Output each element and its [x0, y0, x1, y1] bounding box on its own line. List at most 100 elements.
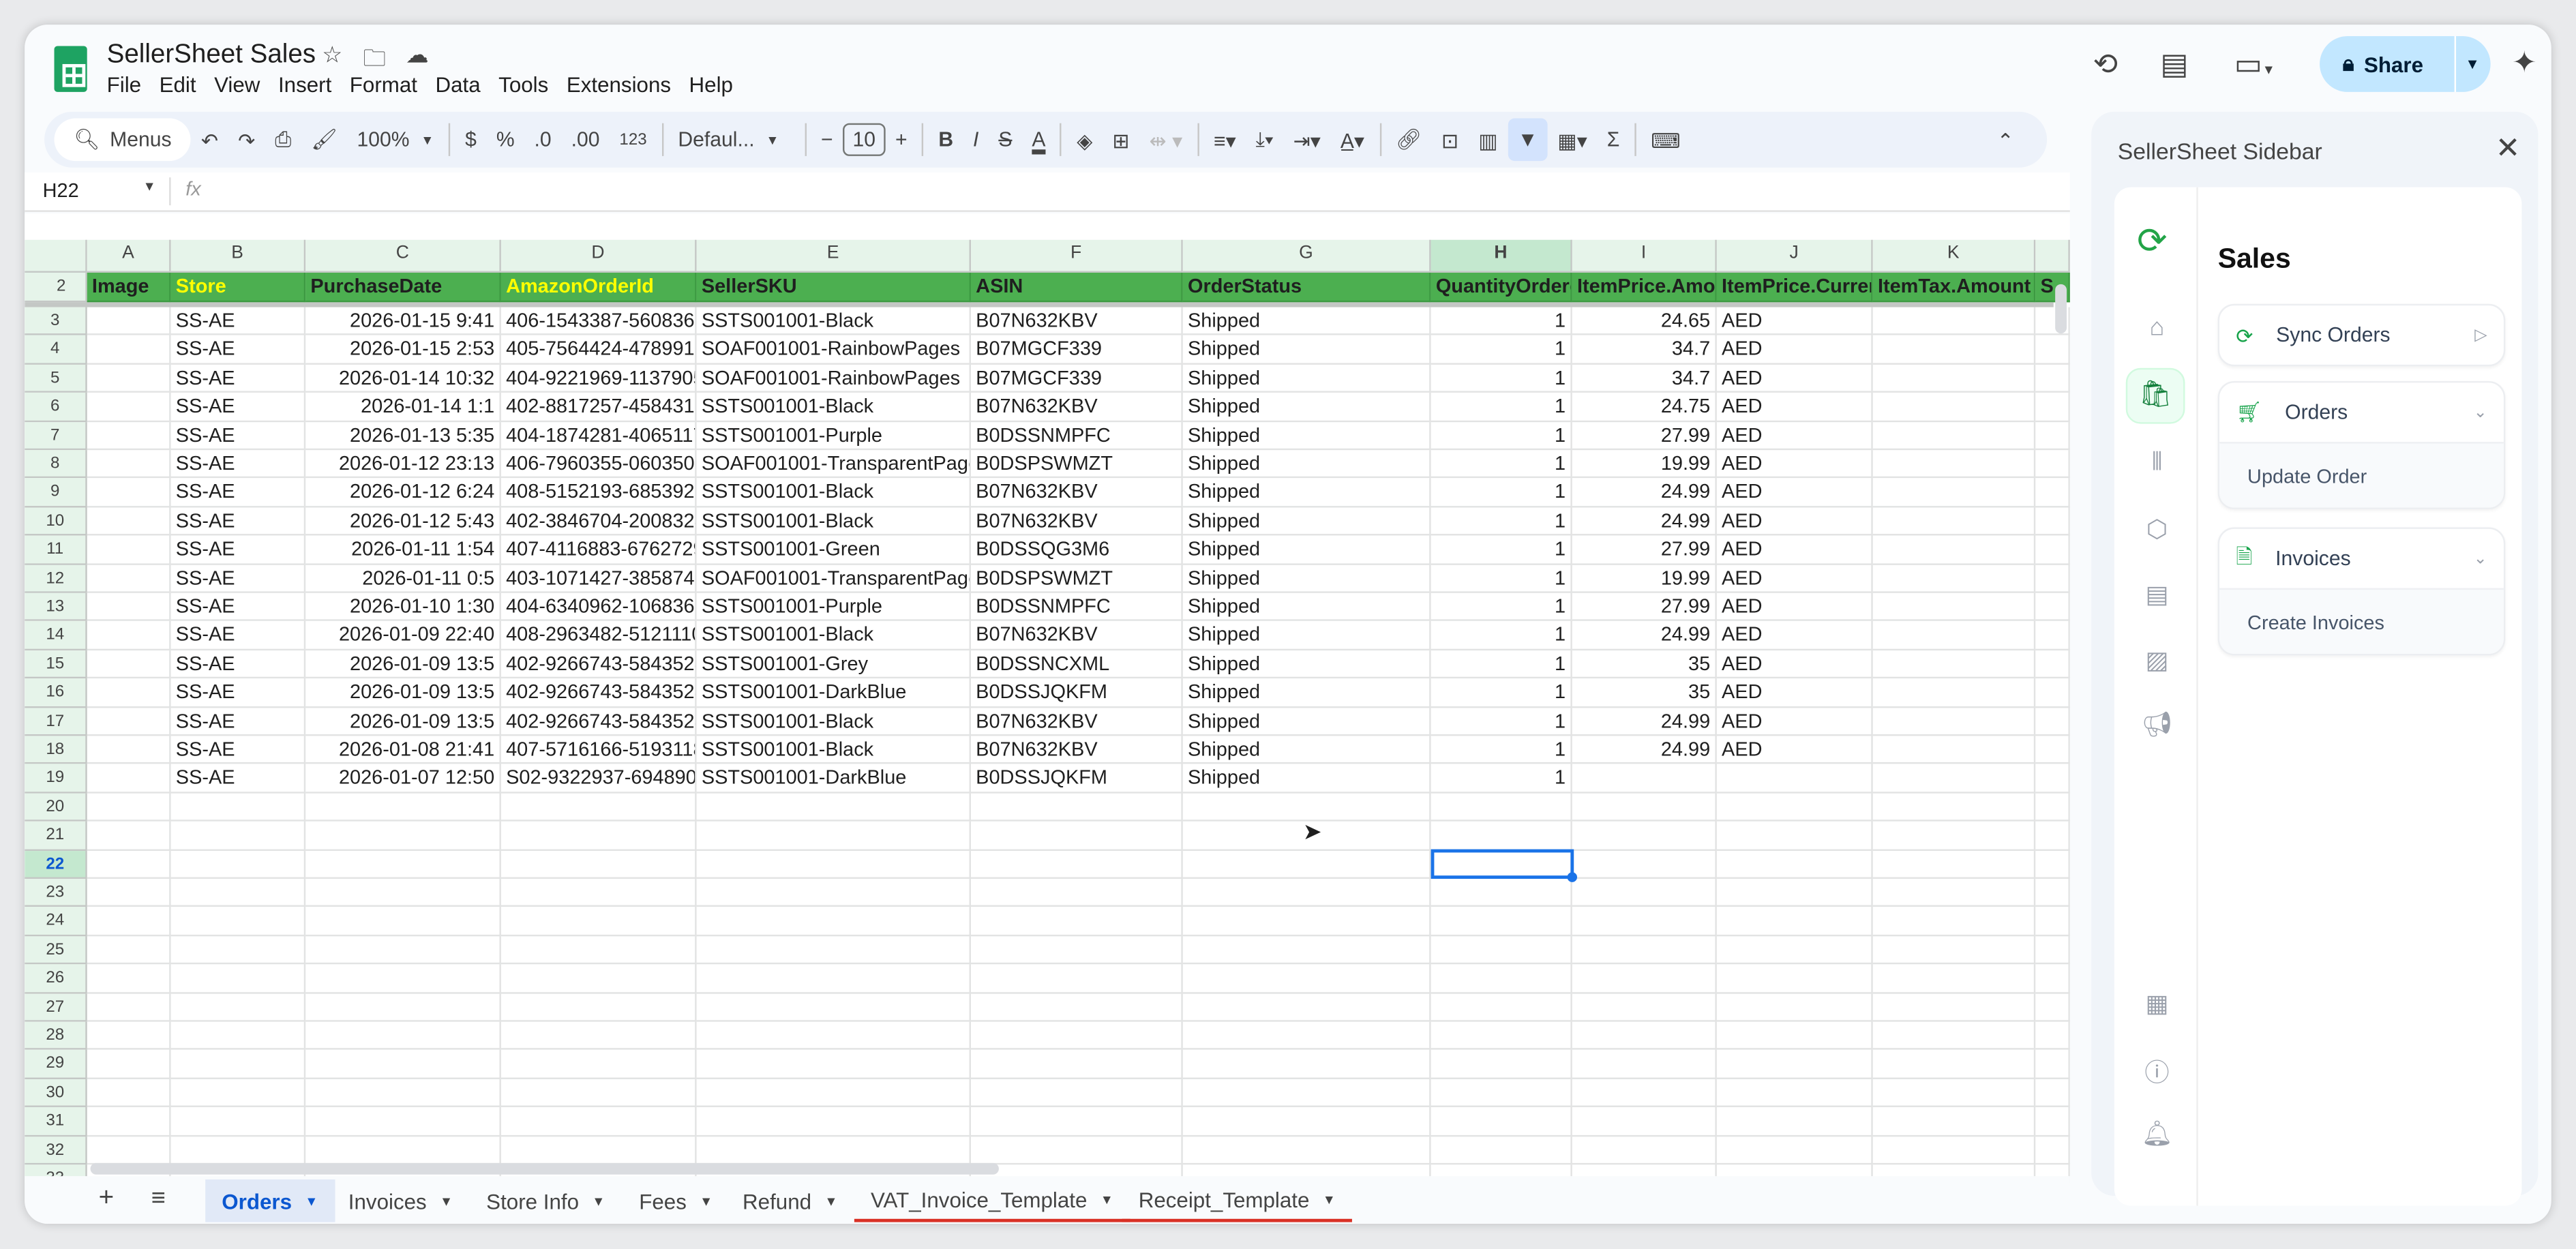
empty-cell[interactable]	[87, 993, 171, 1022]
table-cell[interactable]: 1	[1431, 479, 1572, 507]
empty-cell[interactable]	[1183, 1164, 1431, 1183]
table-cell[interactable]: AED	[1716, 479, 1873, 507]
empty-cell[interactable]	[170, 993, 306, 1022]
table-cell[interactable]: SOAF001001-TransparentPages	[696, 564, 971, 593]
table-cell[interactable]: SS-AE	[170, 507, 306, 536]
table-cell[interactable]: 405-7564424-4789912	[500, 335, 697, 365]
empty-cell[interactable]	[1572, 1079, 1717, 1108]
header-cell-itemprice-amount[interactable]: ItemPrice.Amount	[1572, 272, 1717, 303]
table-cell[interactable]: Shipped	[1182, 450, 1431, 479]
empty-cell[interactable]	[1716, 1136, 1873, 1165]
table-cell[interactable]	[1872, 450, 2036, 479]
table-cell[interactable]: SS-AE	[170, 421, 306, 451]
table-cell[interactable]: 406-7960355-0603507	[500, 450, 697, 479]
borders-icon[interactable]: ⊞	[1112, 129, 1130, 152]
empty-cell[interactable]	[1716, 850, 1873, 879]
table-cell[interactable]: 2026-01-09 13:5	[305, 650, 501, 679]
table-cell[interactable]: 2026-01-14 10:32	[305, 364, 501, 393]
empty-cell[interactable]	[970, 1050, 1183, 1079]
table-cell[interactable]	[87, 450, 171, 479]
table-cell[interactable]	[87, 592, 171, 622]
table-cell[interactable]	[87, 564, 171, 593]
table-cell[interactable]: AED	[1716, 307, 1873, 336]
redo-icon[interactable]: ↷	[238, 129, 256, 152]
table-cell[interactable]: Shipped	[1182, 335, 1431, 365]
font-size-input[interactable]: 10	[843, 123, 886, 156]
table-cell[interactable]	[87, 621, 171, 650]
table-cell[interactable]: B0DSSJQKFM	[970, 678, 1183, 708]
tab-menu-icon[interactable]: ▼	[1100, 1192, 1113, 1207]
header-cell-image[interactable]: Image	[87, 272, 171, 303]
update-order-button[interactable]: Update Order	[2219, 442, 2504, 508]
table-cell[interactable]: B0DSSNMPFC	[970, 421, 1183, 451]
empty-cell[interactable]	[970, 1136, 1183, 1165]
empty-cell[interactable]	[500, 907, 697, 936]
empty-cell[interactable]	[970, 793, 1183, 822]
empty-cell[interactable]	[1872, 1079, 2036, 1108]
table-cell[interactable]	[87, 393, 171, 422]
fill-color-icon[interactable]: ◈	[1077, 129, 1093, 152]
close-icon[interactable]: ✕	[2495, 131, 2521, 164]
table-cell[interactable]: 1	[1431, 764, 1572, 794]
row-header-20[interactable]: 20	[25, 793, 87, 822]
chart-icon[interactable]: ▥	[1478, 129, 1498, 152]
empty-cell[interactable]	[1431, 935, 1572, 965]
empty-cell[interactable]	[2035, 564, 2070, 593]
empty-cell[interactable]	[1431, 1021, 1572, 1051]
empty-cell[interactable]	[1716, 964, 1873, 993]
table-cell[interactable]: Shipped	[1182, 650, 1431, 679]
table-cell[interactable]: 1	[1431, 393, 1572, 422]
table-cell[interactable]	[1872, 507, 2036, 536]
table-cell[interactable]	[1872, 764, 2036, 794]
row-header-5[interactable]: 5	[25, 364, 87, 393]
empty-cell[interactable]	[2035, 1107, 2070, 1137]
empty-cell[interactable]	[170, 1050, 306, 1079]
table-cell[interactable]	[87, 335, 171, 365]
empty-cell[interactable]	[2035, 1050, 2070, 1079]
empty-cell[interactable]	[1431, 1050, 1572, 1079]
empty-cell[interactable]	[696, 907, 971, 936]
empty-cell[interactable]	[170, 1079, 306, 1108]
table-cell[interactable]	[1872, 564, 2036, 593]
paint-format-icon[interactable]: 🖌︎	[311, 127, 338, 151]
empty-cell[interactable]	[2035, 993, 2070, 1022]
table-cell[interactable]: SSTS001001-DarkBlue	[696, 764, 971, 794]
table-cell[interactable]: AED	[1716, 736, 1873, 765]
table-cell[interactable]: SSTS001001-Black	[696, 507, 971, 536]
table-cell[interactable]: 402-9266743-5843524	[500, 678, 697, 708]
move-folder-icon[interactable]: 🗀	[363, 44, 387, 71]
column-header-F[interactable]: F	[970, 239, 1183, 273]
empty-cell[interactable]	[2035, 535, 2070, 565]
table-cell[interactable]: SSTS001001-Purple	[696, 592, 971, 622]
vertical-align-icon[interactable]: ⤓▾	[1255, 127, 1274, 151]
apps-icon[interactable]: ▦	[2145, 990, 2169, 1019]
column-header-A[interactable]: A	[87, 239, 171, 273]
row-header-16[interactable]: 16	[25, 678, 87, 708]
table-cell[interactable]: Shipped	[1182, 736, 1431, 765]
tab-menu-icon[interactable]: ▼	[700, 1193, 713, 1209]
table-cell[interactable]: 404-6340962-1068365	[500, 592, 697, 622]
menu-tools[interactable]: Tools	[498, 72, 549, 97]
sheet-tab-receipt-template[interactable]: Receipt_Template ▼	[1122, 1179, 1352, 1222]
table-cell[interactable]: SSTS001001-Black	[696, 393, 971, 422]
empty-cell[interactable]	[1431, 879, 1572, 907]
table-cell[interactable]	[1872, 736, 2036, 765]
table-cell[interactable]: 24.75	[1572, 393, 1717, 422]
table-cell[interactable]: B07N632KBV	[970, 307, 1183, 336]
empty-cell[interactable]	[696, 964, 971, 993]
empty-cell[interactable]	[1872, 822, 2036, 851]
text-rotation-icon[interactable]: A̲▾	[1340, 129, 1365, 152]
table-cell[interactable]: B0DSSNCXML	[970, 650, 1183, 679]
row-header-30[interactable]: 30	[25, 1079, 87, 1108]
empty-cell[interactable]	[87, 822, 171, 851]
empty-cell[interactable]	[1572, 1136, 1717, 1165]
sheet-tab-invoices[interactable]: Invoices ▼	[332, 1179, 469, 1222]
sheet-tab-store-info[interactable]: Store Info ▼	[470, 1179, 621, 1222]
table-cell[interactable]: AED	[1716, 707, 1873, 736]
column-header-K[interactable]: K	[1872, 239, 2036, 273]
table-cell[interactable]: B0DSPSWMZT	[970, 450, 1183, 479]
empty-cell[interactable]	[1716, 907, 1873, 936]
input-tools-icon[interactable]: ⌨	[1651, 129, 1681, 152]
empty-cell[interactable]	[305, 1021, 501, 1051]
increase-decimal-button[interactable]: .00	[571, 127, 600, 151]
